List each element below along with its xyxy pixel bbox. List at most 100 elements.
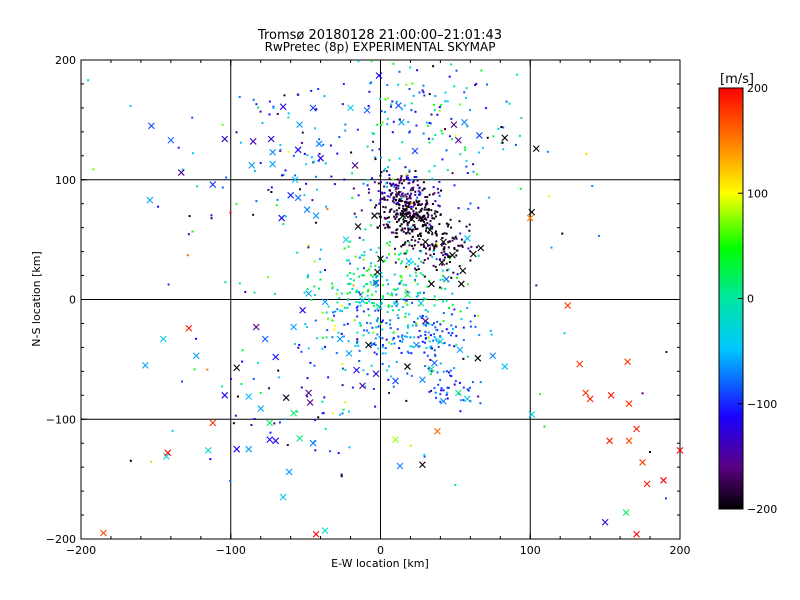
scatter-dot bbox=[250, 424, 253, 426]
scatter-cross bbox=[359, 297, 366, 305]
scatter-dot bbox=[375, 276, 378, 279]
scatter-dot bbox=[458, 220, 461, 223]
scatter-dot bbox=[394, 261, 397, 264]
scatter-dot bbox=[389, 209, 392, 212]
scatter-dot bbox=[448, 344, 451, 347]
scatter-dot bbox=[380, 156, 382, 159]
scatter-dot bbox=[453, 383, 456, 386]
scatter-dot bbox=[362, 239, 365, 242]
scatter-dot bbox=[438, 180, 441, 183]
scatter-dot bbox=[434, 265, 437, 268]
scatter-cross bbox=[309, 104, 317, 112]
scatter-dot bbox=[346, 274, 349, 277]
scatter-dot bbox=[396, 287, 399, 290]
scatter-dot bbox=[443, 250, 446, 253]
scatter-dot bbox=[259, 391, 262, 394]
scatter-dot bbox=[347, 259, 350, 262]
scatter-cross bbox=[607, 391, 615, 399]
scatter-cross bbox=[633, 530, 640, 538]
scatter-dot bbox=[404, 200, 406, 203]
scatter-cross bbox=[463, 395, 471, 403]
scatter-dot bbox=[395, 229, 398, 232]
scatter-dot bbox=[374, 344, 377, 346]
scatter-dot bbox=[519, 187, 522, 190]
scatter-dot bbox=[210, 217, 213, 220]
scatter-dot bbox=[438, 194, 441, 197]
scatter-dot bbox=[419, 219, 422, 222]
scatter-dot bbox=[341, 310, 343, 313]
scatter-dot bbox=[403, 298, 406, 301]
scatter-cross bbox=[278, 214, 286, 222]
scatter-dot bbox=[300, 386, 303, 389]
scatter-dot bbox=[428, 122, 431, 124]
scatter-dot bbox=[321, 347, 324, 350]
scatter-dot bbox=[387, 283, 390, 286]
scatter-dot bbox=[435, 230, 437, 233]
scatter-dot bbox=[257, 106, 260, 109]
scatter-cross bbox=[347, 104, 354, 112]
scatter-dot bbox=[384, 352, 387, 355]
scatter-dot bbox=[381, 362, 384, 365]
scatter-dot bbox=[397, 335, 400, 338]
scatter-dot bbox=[459, 103, 462, 106]
scatter-dot bbox=[394, 247, 396, 250]
scatter-dot bbox=[400, 223, 403, 226]
scatter-dot bbox=[428, 170, 431, 173]
scatter-dot bbox=[353, 212, 356, 215]
scatter-dot bbox=[388, 159, 391, 162]
scatter-dot bbox=[374, 264, 377, 267]
scatter-dot bbox=[300, 350, 303, 353]
scatter-dot bbox=[427, 244, 429, 247]
scatter-cross bbox=[422, 317, 429, 325]
scatter-dot bbox=[359, 324, 362, 327]
scatter-dot bbox=[407, 177, 410, 180]
scatter-dot bbox=[437, 191, 440, 194]
scatter-cross bbox=[405, 257, 413, 265]
scatter-cross bbox=[303, 206, 311, 214]
scatter-cross bbox=[450, 121, 458, 129]
scatter-dot bbox=[449, 374, 451, 377]
scatter-dot bbox=[397, 219, 400, 222]
scatter-dot bbox=[354, 345, 357, 347]
scatter-dot bbox=[397, 317, 400, 319]
scatter-dot bbox=[394, 184, 397, 187]
scatter-dot bbox=[516, 73, 519, 76]
scatter-dot bbox=[309, 361, 312, 364]
scatter-dot bbox=[393, 201, 396, 204]
scatter-dot bbox=[366, 145, 369, 148]
scatter-dot bbox=[384, 217, 387, 220]
scatter-cross bbox=[336, 335, 344, 343]
scatter-dot bbox=[425, 121, 428, 124]
scatter-cross bbox=[438, 258, 446, 266]
scatter-dot bbox=[392, 331, 395, 334]
scatter-dot bbox=[402, 230, 405, 233]
chart-title: Tromsø 20180128 21:00:00–21:01:43 bbox=[257, 28, 502, 43]
scatter-dot bbox=[450, 117, 453, 120]
scatter-dot bbox=[352, 187, 355, 190]
scatter-dot bbox=[486, 83, 488, 86]
scatter-dot bbox=[314, 294, 317, 296]
scatter-dot bbox=[326, 208, 329, 210]
colorbar-label: [m/s] bbox=[720, 72, 754, 87]
scatter-dot bbox=[445, 253, 448, 256]
scatter-dot bbox=[181, 380, 183, 383]
scatter-dot bbox=[447, 246, 450, 249]
scatter-dot bbox=[397, 83, 400, 86]
scatter-dot bbox=[343, 178, 346, 181]
scatter-dot bbox=[196, 185, 199, 188]
scatter-dot bbox=[448, 135, 451, 138]
x-tick-label: 0 bbox=[377, 544, 384, 557]
scatter-dot bbox=[396, 213, 399, 216]
scatter-dot bbox=[430, 345, 433, 348]
scatter-dot bbox=[331, 285, 334, 288]
scatter-dot bbox=[358, 291, 360, 294]
scatter-dot bbox=[379, 322, 382, 325]
scatter-dot bbox=[310, 299, 313, 301]
scatter-cross bbox=[312, 530, 320, 538]
scatter-dot bbox=[225, 176, 228, 179]
scatter-dot bbox=[446, 100, 449, 103]
scatter-dot bbox=[428, 247, 431, 250]
scatter-dot bbox=[392, 62, 395, 65]
scatter-dot bbox=[387, 216, 390, 219]
